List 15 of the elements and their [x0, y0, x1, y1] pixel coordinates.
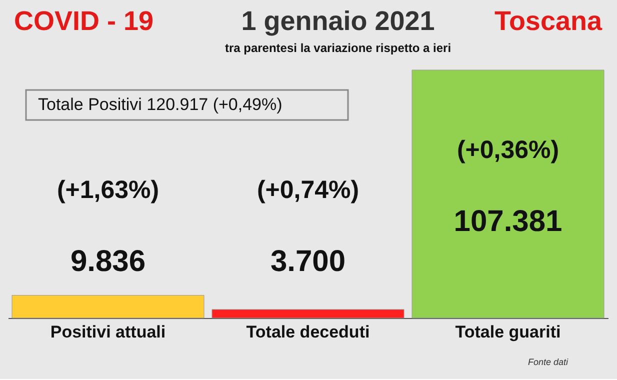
annotation: (+0,74%) [256, 176, 360, 204]
data-label: 107.381 [454, 205, 562, 238]
annotation: (+0,36%) [456, 136, 560, 164]
data-label: 9.836 [70, 245, 146, 278]
text: Toscana [494, 6, 603, 36]
data-label: 3.700 [270, 245, 346, 278]
x-tick-label: Totale guariti [455, 322, 561, 342]
x-tick-label: Positivi attuali [50, 322, 166, 342]
chart-title: 1 gennaio 2021 [241, 6, 435, 36]
x-tick-label: Totale deceduti [246, 322, 370, 342]
annotation: (+1,63%) [56, 176, 160, 204]
annotation: Totale Positivi 120.917 (+0,49%) [38, 95, 282, 114]
text: COVID - 19 [14, 6, 154, 36]
chart-subtitle: tra parentesi la variazione rispetto a ieri [224, 41, 452, 55]
source-note: Fonte dati [528, 357, 569, 367]
